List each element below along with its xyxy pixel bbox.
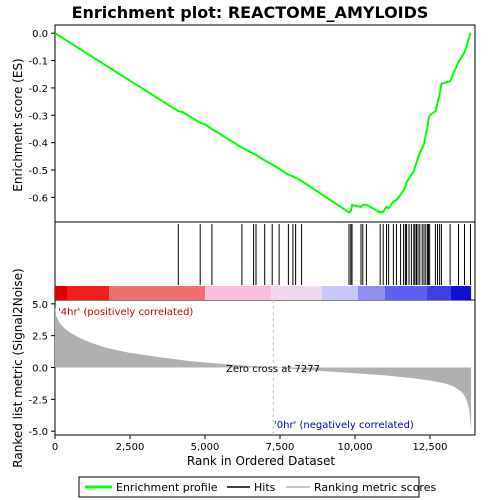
es-axis-label: Enrichment score (ES) <box>11 58 25 191</box>
es-ytick-label: -0.6 <box>28 193 48 204</box>
es-panel-frame <box>54 24 476 223</box>
ranking-metric-area <box>55 306 472 430</box>
rank-bar-segment <box>451 286 472 300</box>
es-panel <box>54 32 472 214</box>
axes: 0.0 -0.1 -0.2 -0.3 -0.4 -0.5 -0.6 5.0 2.5 0.0 -2.5… <box>28 29 447 453</box>
xtick-label: 12,500 <box>413 442 448 453</box>
chart-title: Enrichment plot: REACTOME_AMYLOIDS <box>72 3 429 22</box>
rank-bar-segment <box>271 286 322 300</box>
xtick-label: 0 <box>52 442 58 453</box>
enrichment-profile-line <box>54 32 472 214</box>
rank-bar-segment <box>322 286 358 300</box>
rank-color-bar <box>55 286 472 300</box>
metric-ytick-label: -5.0 <box>28 427 48 438</box>
zero-cross-label: Zero cross at 7277 <box>226 364 320 375</box>
metric-panel <box>55 300 472 435</box>
metric-ytick-label: 2.5 <box>32 332 48 343</box>
rank-bar-segment <box>427 286 451 300</box>
rank-bar-segment <box>109 286 205 300</box>
legend-label-enrichment: Enrichment profile <box>116 481 218 494</box>
metric-axis-label: Ranked list metric (Signal2Noise) <box>11 268 25 467</box>
xtick-label: 2,500 <box>116 442 145 453</box>
legend-label-hits: Hits <box>254 481 276 494</box>
negative-correlation-label: '0hr' (negatively correlated) <box>274 420 414 431</box>
rank-bar-segment <box>205 286 271 300</box>
rank-bar-segment <box>385 286 427 300</box>
rank-bar-segment <box>55 286 67 300</box>
metric-ytick-label: 5.0 <box>32 300 48 311</box>
rank-bar-segment <box>67 286 109 300</box>
metric-ytick-label: -2.5 <box>28 395 48 406</box>
es-ytick-label: -0.5 <box>28 166 48 177</box>
metric-ytick-label: 0.0 <box>32 364 48 375</box>
legend: Enrichment profile Hits Ranking metric s… <box>78 476 436 498</box>
positive-correlation-label: '4hr' (positively correlated) <box>58 307 193 318</box>
hits-panel <box>177 224 471 285</box>
xtick-label: 7,500 <box>266 442 295 453</box>
xtick-label: 5,000 <box>191 442 220 453</box>
legend-label-metric: Ranking metric scores <box>314 481 436 494</box>
es-ytick-label: -0.4 <box>28 139 48 150</box>
es-ytick-label: -0.3 <box>28 111 48 122</box>
es-ytick-label: -0.1 <box>28 57 48 68</box>
x-axis-label: Rank in Ordered Dataset <box>187 454 335 468</box>
xtick-label: 10,000 <box>338 442 373 453</box>
es-ytick-label: -0.2 <box>28 84 48 95</box>
rank-bar-segment <box>358 286 385 300</box>
es-ytick-label: 0.0 <box>32 29 48 40</box>
